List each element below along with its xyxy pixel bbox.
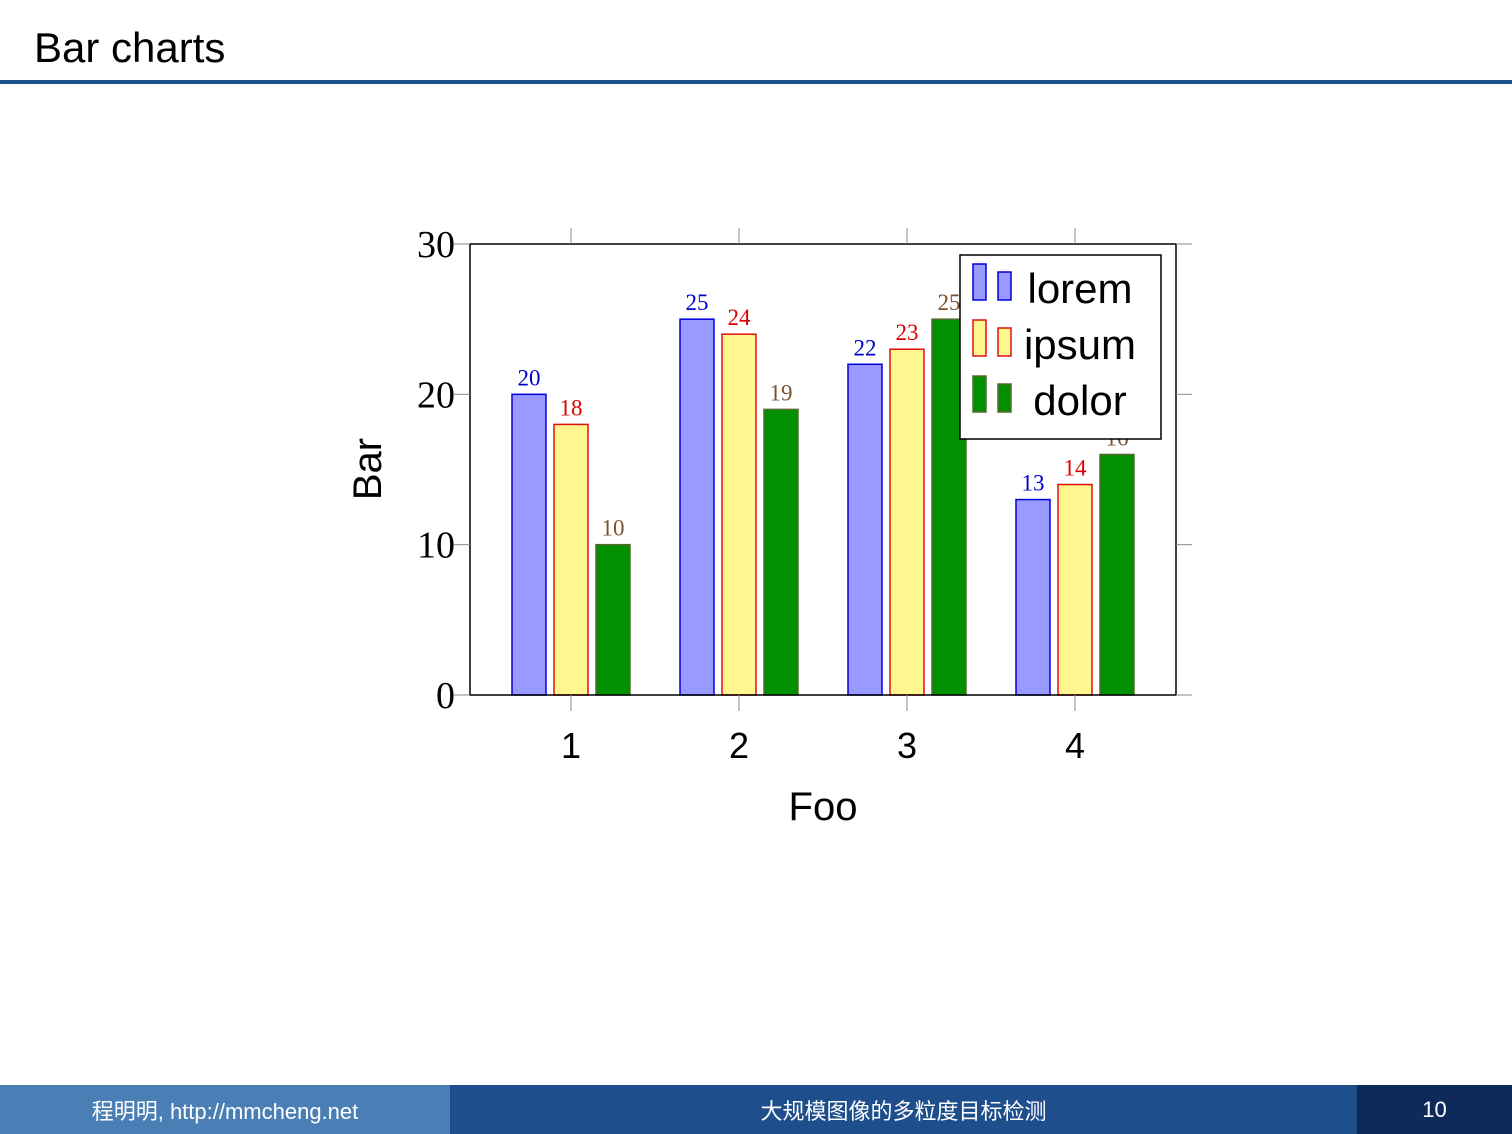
data-label-dolor-1: 10 xyxy=(602,516,625,541)
legend-swatch-dolor xyxy=(972,375,987,413)
data-label-ipsum-2: 24 xyxy=(728,305,752,330)
legend-swatch-lorem xyxy=(972,263,987,301)
bar-dolor-1 xyxy=(595,543,631,696)
legend-swatch-dolor xyxy=(997,383,1012,413)
y-tick-label: 20 xyxy=(417,374,455,416)
data-label-dolor-3: 25 xyxy=(938,290,961,315)
legend-box xyxy=(959,254,1162,440)
legend-swatch-ipsum xyxy=(972,319,987,357)
y-tick-label: 0 xyxy=(436,675,455,717)
bar-lorem-4 xyxy=(1015,498,1051,696)
y-tick-label: 10 xyxy=(417,525,455,567)
bar-ipsum-2 xyxy=(721,333,757,696)
data-label-lorem-3: 22 xyxy=(854,335,877,360)
x-tick-label: 3 xyxy=(897,725,917,766)
x-tick-label: 4 xyxy=(1065,725,1085,766)
title-rule xyxy=(0,80,1512,84)
plot-frame xyxy=(469,243,1177,696)
y-tick-label: 30 xyxy=(417,224,455,266)
data-label-ipsum-3: 23 xyxy=(896,320,919,345)
footer-topic: 大规模图像的多粒度目标检测 xyxy=(450,1085,1357,1134)
legend: lorem ipsum dolor xyxy=(959,254,1162,440)
bar-ipsum-1 xyxy=(553,423,589,696)
x-tick-label: 1 xyxy=(561,725,581,766)
bar-dolor-4 xyxy=(1099,453,1135,696)
legend-swatch-ipsum xyxy=(997,327,1012,357)
bar-ipsum-3 xyxy=(889,348,925,696)
legend-label-ipsum: ipsum xyxy=(1024,321,1136,368)
x-axis-label: Foo xyxy=(789,785,858,829)
data-label-ipsum-4: 14 xyxy=(1064,456,1088,481)
legend-swatch-lorem xyxy=(997,271,1012,301)
data-label-ipsum-1: 18 xyxy=(560,395,583,420)
bar-dolor-3 xyxy=(931,318,967,696)
legend-label-lorem: lorem xyxy=(1027,265,1132,312)
bars-layer xyxy=(511,318,1135,696)
bar-lorem-1 xyxy=(511,393,547,696)
bar-dolor-2 xyxy=(763,408,799,696)
footer: 程明明, http://mmcheng.net 大规模图像的多粒度目标检测 10 xyxy=(0,1085,1512,1134)
data-label-lorem-1: 20 xyxy=(518,365,541,390)
legend-label-dolor: dolor xyxy=(1033,377,1126,424)
bar-ipsum-4 xyxy=(1057,483,1093,696)
x-tick-label: 2 xyxy=(729,725,749,766)
data-label-dolor-2: 19 xyxy=(770,380,793,405)
data-label-lorem-4: 13 xyxy=(1022,471,1045,496)
bar-lorem-2 xyxy=(679,318,715,696)
footer-author: 程明明, http://mmcheng.net xyxy=(0,1085,450,1134)
data-label-lorem-2: 25 xyxy=(686,290,709,315)
slide-title: Bar charts xyxy=(34,24,226,71)
bar-lorem-3 xyxy=(847,363,883,696)
footer-page-number: 10 xyxy=(1357,1085,1512,1134)
y-axis-label: Bar xyxy=(346,438,390,500)
